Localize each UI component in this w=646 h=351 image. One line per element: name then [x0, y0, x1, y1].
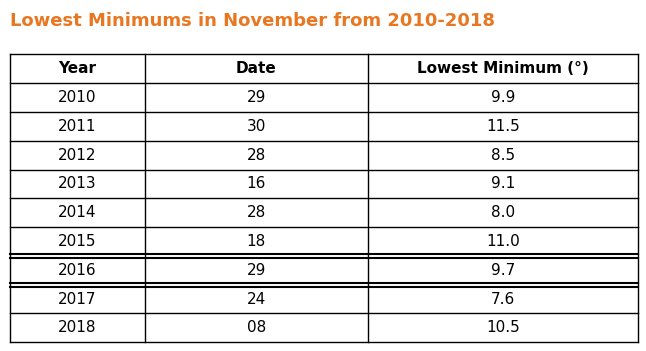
Text: Lowest Minimums in November from 2010-2018: Lowest Minimums in November from 2010-20…: [10, 12, 495, 30]
Text: 29: 29: [247, 263, 266, 278]
Text: 9.1: 9.1: [491, 177, 516, 191]
Text: 16: 16: [247, 177, 266, 191]
Text: 2015: 2015: [58, 234, 96, 249]
Text: Date: Date: [236, 61, 276, 76]
Text: 2016: 2016: [58, 263, 96, 278]
Text: 2017: 2017: [58, 292, 96, 306]
Text: 10.5: 10.5: [486, 320, 520, 335]
Text: 8.0: 8.0: [491, 205, 515, 220]
Text: 9.9: 9.9: [491, 90, 516, 105]
Text: 28: 28: [247, 205, 266, 220]
Text: Lowest Minimum (°): Lowest Minimum (°): [417, 61, 589, 76]
Text: 24: 24: [247, 292, 266, 306]
Text: 7.6: 7.6: [491, 292, 516, 306]
Text: 9.7: 9.7: [491, 263, 516, 278]
Text: 30: 30: [247, 119, 266, 134]
Text: 11.0: 11.0: [486, 234, 520, 249]
Text: 29: 29: [247, 90, 266, 105]
Text: 18: 18: [247, 234, 266, 249]
Text: 8.5: 8.5: [491, 148, 515, 163]
Text: 11.5: 11.5: [486, 119, 520, 134]
Text: 2018: 2018: [58, 320, 96, 335]
Text: Year: Year: [58, 61, 96, 76]
Text: 2013: 2013: [58, 177, 96, 191]
Text: 2011: 2011: [58, 119, 96, 134]
Text: 2014: 2014: [58, 205, 96, 220]
Text: 2012: 2012: [58, 148, 96, 163]
Text: 08: 08: [247, 320, 266, 335]
Text: 28: 28: [247, 148, 266, 163]
Text: 2010: 2010: [58, 90, 96, 105]
